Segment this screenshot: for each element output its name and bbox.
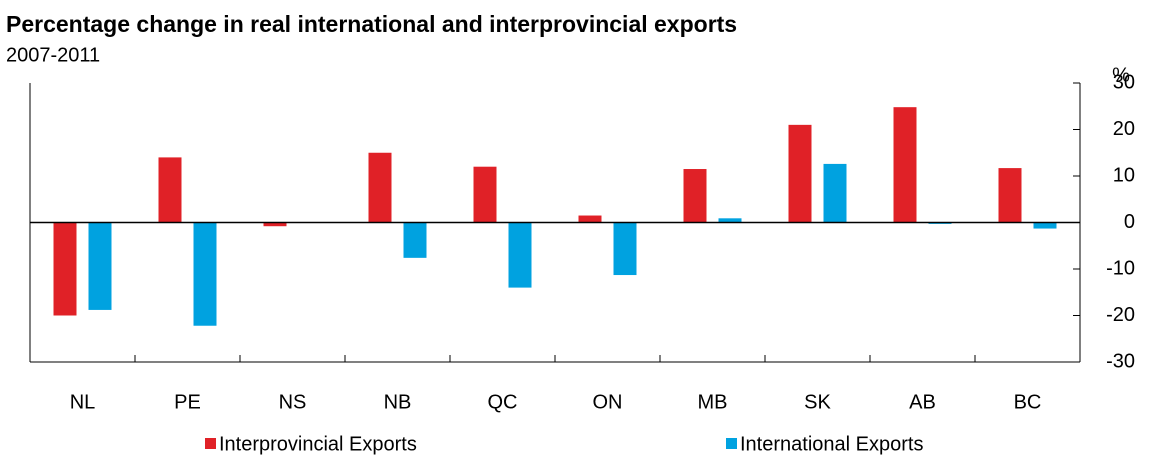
x-tick-label: AB — [909, 391, 936, 413]
y-tick-label: 10 — [1113, 164, 1135, 186]
bar — [998, 168, 1022, 223]
x-tick-label: ON — [593, 391, 623, 413]
bar — [718, 218, 742, 223]
y-tick-label: -20 — [1106, 304, 1135, 326]
legend-label: Interprovincial Exports — [219, 433, 417, 455]
bar — [578, 215, 602, 223]
chart-title: Percentage change in real international … — [6, 11, 737, 37]
bar — [508, 222, 532, 288]
bar — [193, 222, 217, 326]
bar — [88, 222, 112, 310]
bar — [403, 222, 427, 258]
bar — [788, 124, 812, 223]
y-tick-label: 20 — [1113, 118, 1135, 140]
bar — [823, 163, 847, 223]
y-tick-label: 30 — [1113, 71, 1135, 93]
x-tick-label: MB — [698, 391, 728, 413]
x-tick-label: NS — [279, 391, 307, 413]
bar — [683, 169, 707, 223]
x-tick-label: BC — [1014, 391, 1042, 413]
x-tick-label: PE — [174, 391, 201, 413]
x-tick-label: NL — [70, 391, 96, 413]
legend-swatch — [726, 438, 737, 449]
bar — [263, 222, 287, 227]
y-axis-label: % — [1112, 64, 1130, 86]
y-tick-label: 0 — [1124, 211, 1135, 233]
bar — [53, 222, 77, 316]
legend-label: International Exports — [740, 433, 923, 455]
bar — [893, 107, 917, 223]
bar — [473, 166, 497, 223]
chart-subtitle: 2007-2011 — [6, 44, 100, 66]
y-tick-label: -30 — [1106, 350, 1135, 372]
legend-swatch — [205, 438, 216, 449]
bar — [613, 222, 637, 276]
y-tick-label: -10 — [1106, 257, 1135, 279]
bar — [1033, 222, 1057, 229]
x-tick-label: NB — [384, 391, 412, 413]
bar — [158, 157, 182, 223]
x-tick-label: SK — [804, 391, 831, 413]
x-tick-label: QC — [488, 391, 518, 413]
bar — [368, 152, 392, 223]
